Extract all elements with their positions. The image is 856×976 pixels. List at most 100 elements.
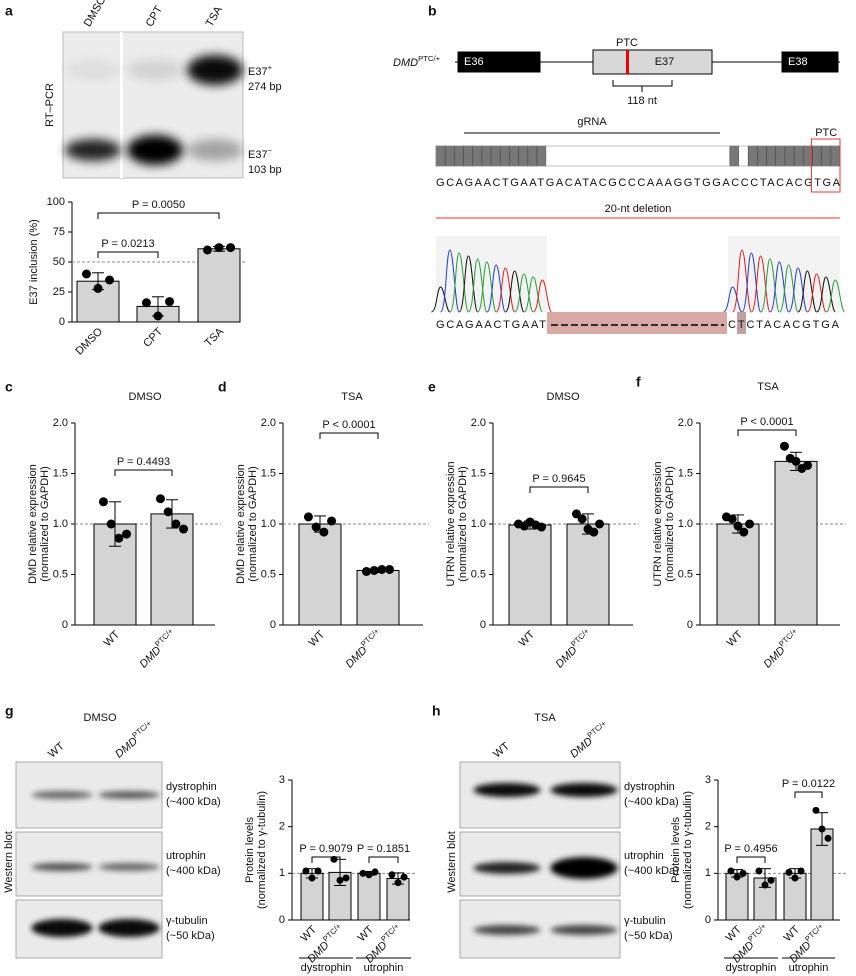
blot-side-label: Western blot <box>446 831 458 893</box>
data-point <box>141 298 151 308</box>
comparison-bracket <box>97 251 159 258</box>
x-tick-label: WT <box>724 923 745 944</box>
y-tick-label: 1.5 <box>261 467 276 479</box>
trace-peak <box>477 261 497 313</box>
panel-label: a <box>5 3 13 19</box>
quality-cell <box>821 145 832 167</box>
panel-label: f <box>636 374 641 390</box>
y-tick-label: 0.5 <box>471 568 486 580</box>
trace-peak <box>514 273 534 313</box>
ptc-box <box>810 138 841 193</box>
comparison-bracket <box>737 429 797 436</box>
blot-band <box>550 925 618 935</box>
y-tick-label: 3 <box>279 774 285 786</box>
x-tick-label-part: DMD <box>553 644 579 670</box>
quality-cell <box>454 145 464 167</box>
blot-title: TSA <box>534 712 556 724</box>
bar <box>774 460 818 626</box>
band-size: 274 bp <box>248 81 282 93</box>
quality-cell <box>812 145 822 167</box>
x-tick-label-part: PTC/+ <box>153 626 175 648</box>
lane-label: TSA <box>204 4 225 29</box>
blot-band <box>98 791 160 799</box>
protein-size: (~50 kDa) <box>166 930 215 942</box>
data-point <box>311 522 321 532</box>
gel-separator <box>120 32 123 178</box>
trace-peak <box>816 276 836 313</box>
trace-peak <box>760 258 780 313</box>
chart-title: TSA <box>341 391 363 403</box>
quality-cell <box>747 145 758 167</box>
y-tick-label: 0 <box>270 619 276 631</box>
data-point <box>105 275 115 285</box>
data-point <box>755 867 763 875</box>
blot-band <box>473 783 541 797</box>
blot-band <box>550 857 618 879</box>
blot-band <box>550 783 618 797</box>
gel-band <box>127 135 183 165</box>
data-point <box>595 519 605 529</box>
bar <box>298 523 342 626</box>
data-point <box>400 873 408 881</box>
x-tick-label: DMDPTC/+ <box>551 626 596 671</box>
protein-name: utrophin <box>166 850 206 862</box>
trace-peak <box>769 261 790 313</box>
y-tick-label: 0 <box>62 619 68 631</box>
ptc-label: PTC <box>616 37 638 49</box>
comparison-bracket <box>529 486 589 493</box>
x-tick-label-part: PTC/+ <box>746 921 768 943</box>
data-point <box>106 519 116 529</box>
exon <box>781 51 839 73</box>
y-tick-label: 1.5 <box>53 467 68 479</box>
quality-cell <box>674 146 684 166</box>
y-tick-label: 0.5 <box>261 568 276 580</box>
deletion-region <box>547 312 727 334</box>
lane-label: DMSO <box>82 0 109 29</box>
y-axis-label: (normalized to GAPDH) <box>664 466 676 582</box>
y-axis-label: (normalized to γ-tubulin) <box>682 791 694 909</box>
y-tick-label: 2.0 <box>678 417 693 429</box>
quality-cell <box>463 145 474 167</box>
data-point <box>745 519 755 529</box>
data-point <box>361 566 371 576</box>
band-name: E37+ <box>248 63 273 78</box>
data-point <box>824 834 832 842</box>
data-point <box>761 881 769 889</box>
bar <box>566 523 610 626</box>
data-point <box>179 524 189 534</box>
x-tick-label: TSA <box>203 325 227 349</box>
bar <box>508 524 552 626</box>
x-tick-label: WT <box>725 628 746 649</box>
bar <box>197 248 241 323</box>
x-tick-label: WT <box>299 923 320 944</box>
data-point <box>727 867 735 875</box>
y-tick-label: 2 <box>279 821 285 833</box>
trace-peak <box>788 267 808 313</box>
gel-band <box>127 59 183 81</box>
mismatch <box>737 312 746 334</box>
comparison-bracket <box>311 856 341 863</box>
comparison-bracket <box>794 791 823 798</box>
quality-cell <box>830 145 841 167</box>
gel-band <box>65 139 121 161</box>
protein-name: γ-tubulin <box>166 915 208 927</box>
x-tick-label: WT <box>307 628 328 649</box>
trace-peak <box>523 276 543 313</box>
lane-label: DMDPTC/+ <box>111 718 157 760</box>
chart-title: DMSO <box>129 391 162 403</box>
y-axis-label: DMD relative expression <box>27 464 39 584</box>
data-point <box>803 460 813 470</box>
panel-label: b <box>428 3 437 19</box>
quality-cell <box>527 145 538 167</box>
protein-name: dystrophin <box>166 781 217 793</box>
panel-label: g <box>5 703 14 719</box>
gel-band <box>65 59 121 81</box>
sequence: GCAGAACTGAATGACATACGCCCAAAGGTGGACCCTACAC… <box>436 177 841 189</box>
quality-cell <box>665 146 675 166</box>
quality-cell <box>693 146 703 166</box>
gene-label-part: PTC/+ <box>418 54 441 63</box>
data-point <box>359 869 367 877</box>
blot-side-label: Western blot <box>3 831 15 893</box>
panel-label: h <box>432 703 441 719</box>
brace <box>612 80 673 92</box>
